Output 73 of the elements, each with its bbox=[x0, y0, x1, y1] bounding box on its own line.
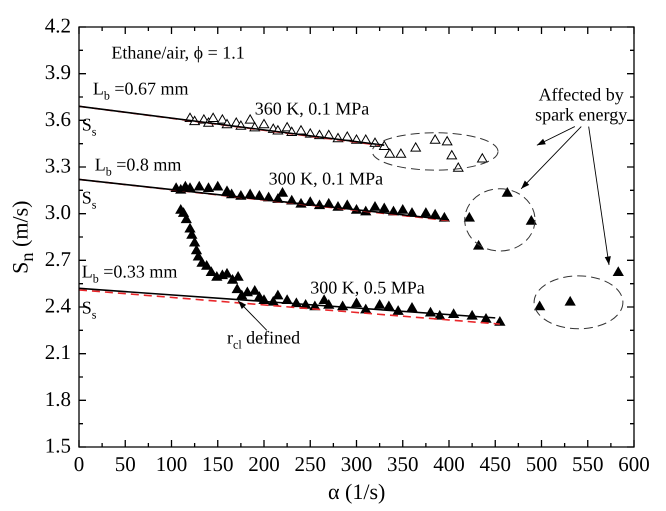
point bbox=[282, 122, 292, 132]
point bbox=[410, 142, 421, 152]
point bbox=[397, 204, 408, 214]
point bbox=[249, 285, 260, 295]
point bbox=[232, 284, 242, 294]
point bbox=[212, 181, 224, 190]
point bbox=[258, 119, 270, 128]
annotation: Ethane/air, ϕ = 1.1 bbox=[111, 42, 245, 64]
point bbox=[277, 187, 288, 197]
y-tick-label: 3.0 bbox=[44, 200, 71, 224]
y-tick-label: 1.8 bbox=[44, 386, 71, 411]
y-tick-label: 2.7 bbox=[44, 246, 71, 271]
y-tick-label: 4.2 bbox=[44, 14, 71, 38]
point bbox=[272, 290, 284, 300]
x-tick-label: 350 bbox=[387, 452, 418, 476]
point bbox=[194, 181, 205, 190]
point bbox=[564, 296, 576, 306]
point bbox=[378, 140, 390, 150]
annotation: 300 K, 0.5 MPa bbox=[310, 278, 425, 299]
y-tick-label: 1.5 bbox=[44, 434, 71, 458]
y-tick-label: 2.4 bbox=[44, 294, 72, 318]
point bbox=[201, 260, 212, 270]
annotation: r$_{cl}$ defined bbox=[227, 327, 300, 352]
point bbox=[370, 201, 380, 211]
point bbox=[420, 208, 432, 217]
point bbox=[206, 266, 217, 276]
x-tick-label: 300 bbox=[340, 452, 372, 476]
point bbox=[374, 299, 385, 309]
point bbox=[502, 187, 513, 197]
y-tick-label: 3.9 bbox=[44, 60, 71, 84]
point bbox=[526, 215, 537, 225]
point bbox=[384, 148, 396, 158]
x-tick-label: 100 bbox=[156, 452, 188, 476]
point bbox=[477, 153, 488, 162]
annotation: S$_{s}$ bbox=[82, 114, 96, 139]
x-tick-label: 0 bbox=[74, 452, 84, 476]
annotation: 300 K, 0.1 MPa bbox=[268, 168, 384, 190]
x-tick-label: 550 bbox=[572, 452, 604, 476]
point bbox=[442, 136, 452, 146]
y-tick-label: 2.1 bbox=[44, 340, 71, 364]
x-tick-label: 400 bbox=[433, 452, 465, 476]
y-tick-label: 3.6 bbox=[44, 106, 71, 131]
x-tick-label: 50 bbox=[114, 452, 136, 476]
annotation: Affected by spark energy bbox=[534, 84, 628, 126]
point bbox=[613, 266, 624, 276]
point bbox=[534, 301, 545, 310]
point bbox=[378, 203, 390, 212]
annotation: L$_{b}$ =0.67 mm bbox=[92, 78, 189, 104]
point bbox=[351, 298, 362, 308]
point bbox=[244, 114, 256, 124]
x-tick-label: 200 bbox=[248, 452, 280, 476]
x-axis-title: α (1/s) bbox=[328, 479, 386, 505]
point bbox=[189, 237, 200, 246]
x-tick-label: 250 bbox=[294, 452, 326, 476]
point bbox=[430, 134, 440, 144]
x-tick-label: 150 bbox=[202, 452, 234, 476]
point bbox=[242, 287, 253, 296]
annotation: S$_{s}$ bbox=[82, 187, 96, 212]
x-tick-label: 600 bbox=[618, 452, 650, 476]
point bbox=[208, 112, 218, 122]
point bbox=[318, 294, 330, 304]
point bbox=[446, 150, 458, 160]
y-tick-label: 3.3 bbox=[44, 154, 71, 178]
annotation: 360 K, 0.1 MPa bbox=[254, 98, 370, 120]
x-tick-label: 450 bbox=[480, 452, 511, 476]
annotation: L$_{b}$ =0.33 mm bbox=[82, 262, 178, 287]
point bbox=[464, 212, 475, 222]
point bbox=[296, 125, 306, 134]
point bbox=[203, 182, 214, 192]
point bbox=[406, 302, 418, 312]
point bbox=[396, 148, 406, 158]
x-tick-label: 500 bbox=[526, 452, 558, 476]
annotation: L$_{b}$ =0.8 mm bbox=[94, 154, 182, 180]
